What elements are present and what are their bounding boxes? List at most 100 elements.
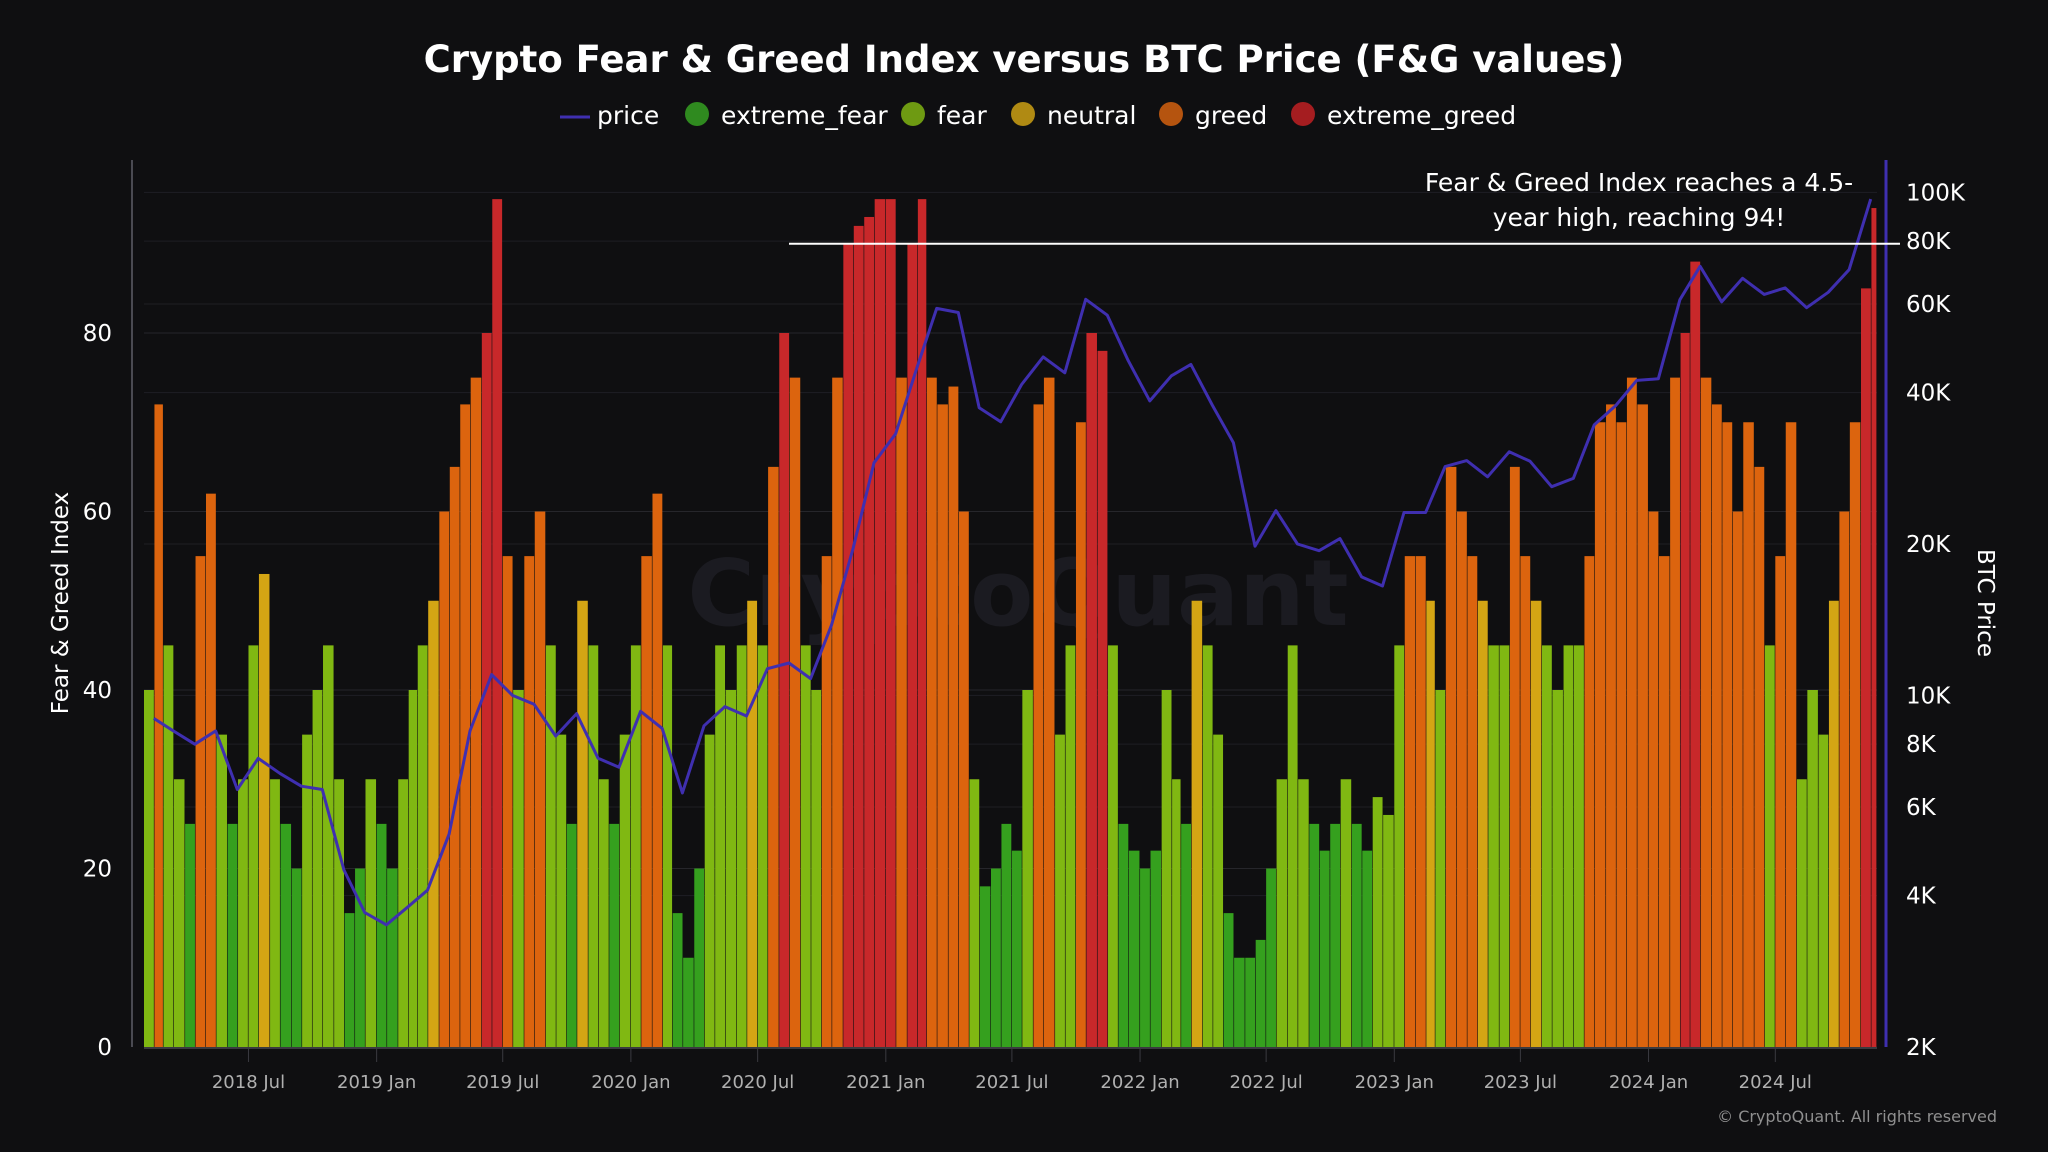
fg-bar-extreme_fear [280, 823, 292, 1047]
fg-bar-extreme_greed [1680, 333, 1690, 1047]
fg-bar-fear [1065, 645, 1076, 1047]
fg-bar-fear [1563, 645, 1574, 1047]
fg-bar-neutral [1426, 600, 1435, 1047]
fg-bar-greed [1043, 377, 1055, 1047]
x-tick-label: 2020 Jan [591, 1072, 670, 1093]
y2-tick-label: 60K [1906, 292, 1951, 318]
fg-bar-fear [334, 779, 345, 1047]
x-tick-label: 2023 Jan [1355, 1072, 1434, 1093]
fg-bar-extreme_fear [1223, 913, 1234, 1047]
fg-bar-fear [1574, 645, 1584, 1047]
fg-bar-fear [1172, 779, 1181, 1047]
fg-bar-fear [1372, 797, 1383, 1047]
fg-bar-extreme_greed [853, 225, 864, 1047]
x-tick-label: 2021 Jan [846, 1072, 925, 1093]
fg-bar-greed [1637, 404, 1648, 1047]
fg-bar-fear [811, 690, 822, 1047]
fg-bar-fear [1287, 645, 1298, 1047]
chart-title: Crypto Fear & Greed Index versus BTC Pri… [424, 38, 1625, 81]
fg-bar-greed [1775, 556, 1786, 1047]
fg-bar-extreme_fear [355, 868, 365, 1047]
y2-tick-label: 6K [1906, 795, 1937, 821]
fg-bar-fear [248, 645, 259, 1047]
fg-bar-extreme_fear [376, 823, 387, 1047]
fg-bar-extreme_fear [387, 868, 398, 1047]
fg-bar-fear [619, 734, 631, 1047]
fg-bar-extreme_greed [1860, 288, 1871, 1047]
fg-bar-neutral [428, 600, 439, 1047]
fg-bar-fear [757, 645, 768, 1047]
fg-bar-extreme_fear [694, 868, 705, 1047]
y2-tick-label: 100K [1906, 180, 1966, 206]
fg-bar-fear [513, 690, 524, 1047]
fg-bar-greed [1785, 422, 1797, 1047]
fg-bar-greed [1754, 466, 1765, 1047]
fg-bar-greed [1722, 422, 1733, 1047]
fg-bar-fear [312, 690, 323, 1047]
fg-bar-greed [641, 556, 652, 1047]
fg-bar-fear [662, 645, 673, 1047]
fg-bar-greed [1075, 422, 1086, 1047]
y2-axis-title: BTC Price [1972, 549, 1998, 657]
fg-bar-greed [1849, 422, 1861, 1047]
y2-tick-label: 8K [1906, 732, 1937, 758]
fg-bar-fear [216, 734, 227, 1047]
fg-bar-fear [1202, 645, 1213, 1047]
fg-bar-fear [1383, 814, 1394, 1047]
fg-bar-fear [1394, 645, 1405, 1047]
fg-bar-extreme_fear [566, 823, 577, 1047]
x-tick-label: 2018 Jul [212, 1072, 285, 1093]
legend-label-fear: fear [937, 101, 988, 130]
fg-bar-fear [302, 734, 312, 1047]
x-tick-label: 2024 Jan [1609, 1072, 1688, 1093]
annotation-line-2: year high, reaching 94! [1493, 203, 1786, 232]
fg-bar-fear [408, 690, 418, 1047]
fg-bar-extreme_fear [1234, 957, 1245, 1047]
fg-bar-extreme_greed [1690, 261, 1701, 1048]
x-tick-label: 2024 Jul [1739, 1072, 1812, 1093]
fg-bar-extreme_fear [990, 868, 1001, 1047]
fg-bar-greed [1732, 511, 1743, 1047]
fg-bar-extreme_fear [1362, 850, 1373, 1047]
fg-bar-greed [1033, 404, 1044, 1047]
y2-tick-label: 20K [1906, 532, 1951, 558]
fg-bar-greed [1404, 556, 1416, 1047]
x-tick-label: 2021 Jul [975, 1072, 1048, 1093]
fg-bar-fear [173, 779, 185, 1047]
fg-bar-fear [365, 779, 377, 1047]
fg-bar-fear [736, 645, 747, 1047]
fg-bar-greed [937, 404, 948, 1047]
fg-bar-extreme_fear [1118, 823, 1129, 1047]
fg-bar-greed [502, 556, 513, 1047]
fg-bar-fear [800, 645, 811, 1047]
fg-bar-extreme_fear [1001, 823, 1012, 1047]
fg-bar-greed [205, 493, 216, 1047]
fg-bar-greed [1456, 511, 1467, 1047]
fg-bar-fear [1276, 779, 1288, 1047]
fg-bar-fear [1055, 734, 1065, 1047]
fg-bar-greed [449, 466, 460, 1047]
legend-extreme_fear-dot-icon [685, 102, 709, 126]
fg-bar-extreme_greed [885, 199, 896, 1047]
fg-bar-greed [1606, 404, 1616, 1047]
y2-tick-label: 40K [1906, 381, 1951, 407]
fg-bar-extreme_greed [917, 199, 927, 1047]
fg-bar-extreme_fear [1319, 850, 1330, 1047]
fg-bar-fear [1818, 734, 1829, 1047]
fg-bar-extreme_fear [683, 957, 694, 1047]
legend: price extreme_fear fear neutral greed extreme… [560, 101, 1516, 130]
fg-bar-greed [1445, 466, 1457, 1047]
legend-greed-dot-icon [1159, 102, 1183, 126]
fg-bar-fear [238, 779, 248, 1047]
x-tick-label: 2020 Jul [721, 1072, 794, 1093]
fg-bar-extreme_greed [874, 199, 886, 1047]
fg-bar-greed [1839, 511, 1850, 1047]
fg-bar-neutral [1191, 600, 1203, 1047]
y-tick-label: 60 [83, 500, 112, 526]
y2-tick-label: 2K [1906, 1035, 1937, 1061]
fg-bar-extreme_fear [979, 886, 991, 1047]
fg-bar-extreme_fear [291, 868, 302, 1047]
fg-bar-extreme_fear [1309, 823, 1320, 1047]
fg-bar-extreme_greed [907, 243, 918, 1047]
